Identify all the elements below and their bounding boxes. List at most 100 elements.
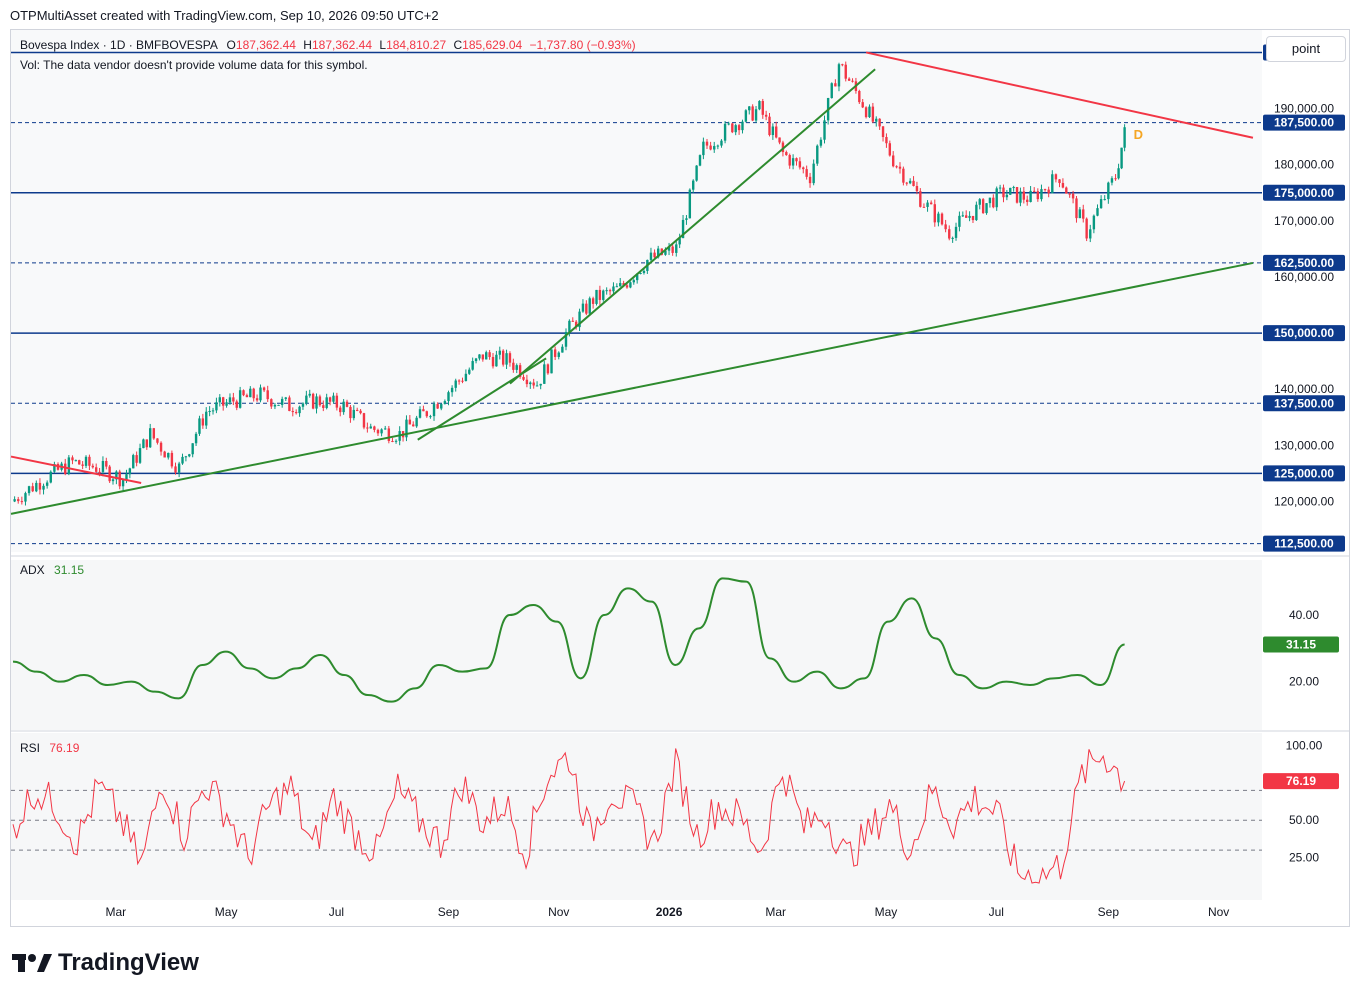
candle-body — [905, 182, 908, 184]
candle-body — [1040, 189, 1043, 200]
candle-body — [841, 64, 844, 66]
candle-body — [159, 442, 163, 452]
level-tag — [1263, 465, 1345, 482]
candle-body — [515, 365, 518, 370]
scale-mode-button[interactable]: point — [1266, 36, 1346, 62]
candle-body — [868, 106, 871, 118]
candle-body — [902, 168, 905, 183]
trendline — [10, 455, 142, 484]
candle-body — [737, 125, 741, 131]
candle-body — [885, 137, 888, 144]
candle-body — [81, 464, 84, 466]
candle-body — [995, 188, 998, 208]
candle-body — [951, 237, 954, 239]
main-pane-bg — [11, 30, 1262, 552]
candle-body — [615, 286, 619, 288]
candle-body — [280, 398, 284, 405]
level-tag — [1263, 395, 1345, 412]
candle-body — [318, 396, 322, 406]
candle-body — [270, 399, 273, 407]
candle-body — [727, 123, 730, 125]
time-axis-label: May — [215, 905, 238, 919]
candle-body — [415, 417, 418, 427]
candle-body — [1019, 191, 1022, 203]
candle-body — [716, 145, 720, 147]
adx-axis-tick: 20.00 — [1289, 675, 1319, 689]
candle-body — [591, 298, 595, 304]
adx-value: 31.15 — [54, 563, 85, 577]
candle-body — [1022, 191, 1026, 200]
candle-body — [232, 397, 235, 402]
candle-body — [152, 428, 156, 439]
symbol-label[interactable]: Bovespa Index · 1D · BMFBOVESPA — [20, 38, 218, 52]
candle-body — [557, 352, 560, 357]
candle-body — [362, 413, 366, 428]
candle-body — [635, 273, 639, 281]
candle-body — [450, 387, 454, 393]
rsi-value-tag-label: 76.19 — [1286, 774, 1316, 788]
candle-body — [808, 176, 812, 184]
candle-body — [384, 428, 387, 430]
candle-body — [332, 395, 335, 402]
time-axis-label: 2026 — [656, 905, 683, 919]
candle-body — [53, 463, 56, 472]
candle-body — [31, 486, 34, 492]
candle-body — [149, 428, 152, 448]
candle-body — [695, 165, 698, 181]
candle-body — [245, 395, 249, 398]
time-axis-label: Jul — [329, 905, 344, 919]
level-label: 175,000.00 — [1274, 186, 1334, 200]
high-value: 187,362.44 — [311, 38, 373, 52]
candle-body — [608, 290, 612, 292]
candle-body — [345, 401, 349, 407]
candle-body — [405, 419, 408, 438]
candle-body — [42, 485, 45, 490]
candle-body — [988, 197, 992, 204]
candle-body — [598, 289, 602, 300]
candle-body — [649, 252, 653, 260]
candle-body — [754, 109, 758, 121]
candle-body — [915, 185, 919, 192]
rsi-axis-tick: 50.00 — [1289, 813, 1319, 827]
tradingview-logo[interactable]: TradingView — [12, 949, 199, 977]
candle-body — [961, 215, 965, 217]
candle-body — [791, 158, 795, 166]
candle-body — [895, 166, 898, 168]
candle-body — [639, 272, 642, 274]
candle-body — [709, 145, 712, 150]
candle-body — [78, 460, 81, 465]
candle-body — [1051, 174, 1054, 194]
candle-body — [481, 354, 485, 360]
candle-body — [308, 393, 311, 396]
candle-body — [795, 158, 798, 162]
candle-body — [355, 409, 359, 411]
candle-body — [622, 283, 625, 286]
candle-body — [1068, 193, 1071, 195]
candle-body — [74, 460, 78, 462]
candle-body — [734, 125, 737, 133]
volume-note: Vol: The data vendor doesn't provide vol… — [20, 58, 368, 72]
candle-body — [488, 352, 491, 358]
rsi-axis-tick: 100.00 — [1286, 738, 1323, 752]
candle-body — [238, 390, 242, 408]
close-value: 185,629.04 — [462, 38, 523, 52]
candle-body — [45, 482, 49, 486]
candle-body — [24, 493, 27, 502]
level-label: 187,500.00 — [1274, 116, 1334, 130]
candle-body — [675, 244, 678, 253]
candle-body — [785, 152, 788, 156]
candle-body — [201, 418, 205, 426]
candle-body — [908, 180, 912, 184]
candle-body — [881, 126, 885, 138]
candle-body — [861, 102, 864, 108]
candle-body — [252, 388, 255, 399]
price-axis-tick: 190,000.00 — [1274, 102, 1334, 116]
candle-body — [255, 398, 259, 401]
candle-body — [1029, 190, 1032, 202]
candle-body — [985, 203, 988, 214]
level-tag — [1263, 114, 1345, 131]
candle-body — [49, 471, 52, 483]
candle-body — [64, 463, 67, 474]
candle-body — [225, 402, 228, 406]
